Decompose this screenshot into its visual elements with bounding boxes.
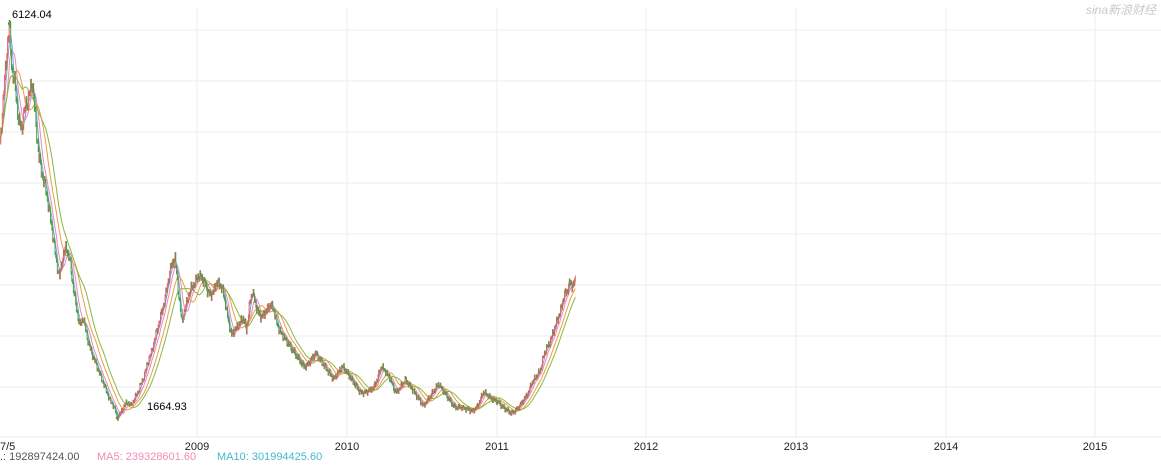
watermark-logo: sina新浪财经 bbox=[1086, 3, 1158, 17]
x-axis: 7/5 2009 2010 2011 2012 2013 2014 2015 bbox=[0, 441, 1107, 453]
x-tick-label-4: 2012 bbox=[634, 441, 658, 453]
x-tick-label-1: 2009 bbox=[185, 441, 209, 453]
high-point-marker bbox=[7, 22, 11, 26]
volume-label: .: 192897424.00 bbox=[0, 451, 80, 463]
grid bbox=[0, 8, 1161, 438]
ma30-line bbox=[0, 75, 576, 411]
x-tick-label-0: 7/5 bbox=[0, 441, 15, 453]
moving-averages bbox=[0, 34, 576, 417]
x-tick-label-5: 2013 bbox=[784, 441, 808, 453]
x-tick-label-3: 2011 bbox=[485, 441, 509, 453]
volume-ma10-label: MA10: 301994425.60 bbox=[217, 451, 323, 463]
annotation-high: 6124.04 bbox=[12, 9, 52, 21]
x-tick-label-7: 2015 bbox=[1083, 441, 1107, 453]
low-point-marker bbox=[115, 416, 119, 420]
ma5-line bbox=[0, 34, 576, 417]
ma20-line bbox=[0, 70, 576, 412]
annotation-low: 1664.93 bbox=[147, 401, 187, 413]
x-tick-label-2: 2010 bbox=[335, 441, 359, 453]
ma10-line bbox=[0, 49, 576, 415]
x-tick-label-6: 2014 bbox=[934, 441, 958, 453]
volume-ma5-label: MA5: 239328601.60 bbox=[97, 451, 197, 463]
price-series bbox=[0, 19, 576, 421]
